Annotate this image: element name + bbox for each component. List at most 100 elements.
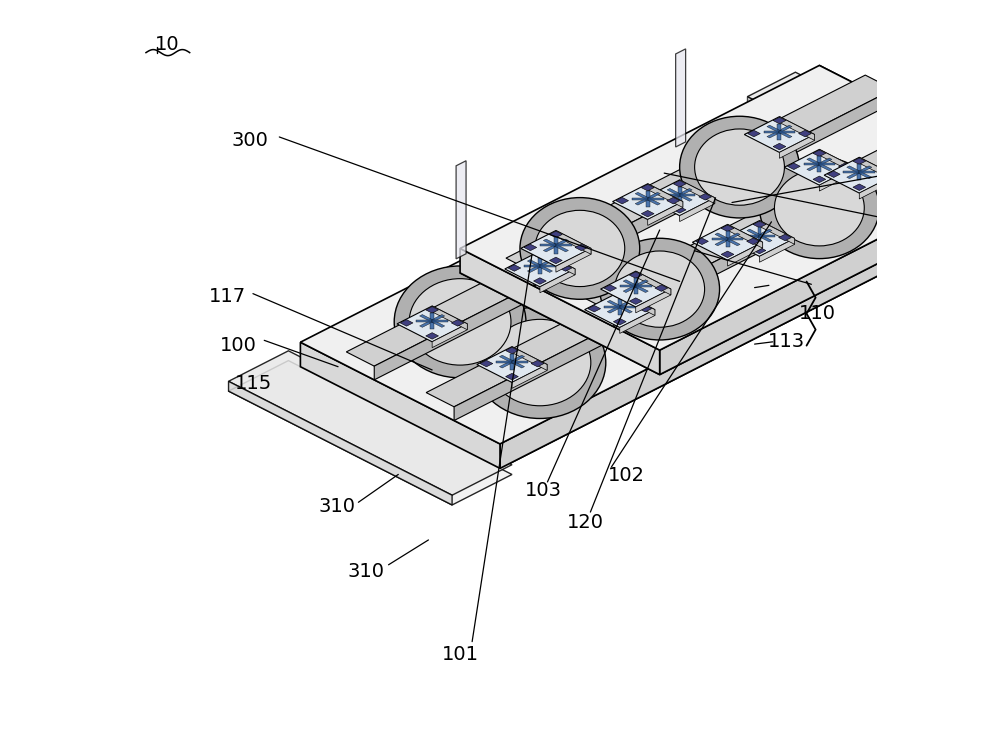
Polygon shape [539, 265, 552, 272]
Polygon shape [554, 245, 568, 252]
Polygon shape [799, 130, 811, 137]
Ellipse shape [774, 169, 864, 246]
Polygon shape [510, 361, 514, 370]
Polygon shape [818, 158, 832, 165]
Polygon shape [839, 163, 851, 169]
Polygon shape [758, 229, 772, 236]
Polygon shape [508, 265, 521, 271]
Polygon shape [678, 194, 692, 201]
Polygon shape [777, 123, 781, 132]
Text: 10: 10 [155, 36, 180, 54]
Polygon shape [779, 135, 815, 158]
Ellipse shape [654, 215, 785, 327]
Polygon shape [847, 166, 861, 173]
Polygon shape [676, 49, 686, 147]
Polygon shape [813, 176, 826, 183]
Polygon shape [767, 125, 781, 132]
Polygon shape [629, 272, 642, 278]
Polygon shape [759, 238, 795, 262]
Polygon shape [758, 235, 772, 242]
Polygon shape [554, 246, 558, 253]
Polygon shape [680, 194, 695, 196]
Polygon shape [753, 247, 766, 254]
Ellipse shape [615, 251, 705, 327]
Polygon shape [614, 130, 973, 327]
Polygon shape [847, 172, 861, 178]
Polygon shape [432, 324, 467, 348]
Polygon shape [784, 150, 854, 185]
Polygon shape [759, 234, 775, 237]
Polygon shape [648, 184, 683, 207]
Polygon shape [512, 347, 547, 370]
Ellipse shape [773, 113, 905, 225]
Polygon shape [618, 307, 622, 314]
Polygon shape [779, 131, 795, 132]
Polygon shape [451, 320, 464, 326]
Polygon shape [607, 306, 621, 313]
Polygon shape [613, 293, 626, 299]
Polygon shape [506, 347, 518, 354]
Polygon shape [416, 320, 432, 322]
Polygon shape [420, 321, 434, 327]
Polygon shape [843, 172, 859, 173]
Polygon shape [639, 305, 652, 312]
Polygon shape [748, 72, 1000, 231]
Polygon shape [480, 361, 493, 367]
Polygon shape [550, 231, 562, 237]
Polygon shape [817, 156, 821, 164]
Polygon shape [699, 194, 712, 200]
Polygon shape [721, 251, 734, 258]
Polygon shape [758, 228, 761, 236]
Polygon shape [540, 265, 556, 267]
Polygon shape [678, 195, 682, 203]
Polygon shape [588, 305, 601, 312]
Polygon shape [726, 240, 730, 247]
Ellipse shape [600, 238, 720, 340]
Polygon shape [499, 355, 513, 362]
Polygon shape [853, 158, 866, 165]
Ellipse shape [669, 228, 770, 314]
Polygon shape [620, 305, 636, 308]
Polygon shape [400, 320, 413, 326]
Polygon shape [692, 225, 763, 260]
Polygon shape [748, 130, 760, 137]
Polygon shape [499, 361, 513, 368]
Polygon shape [623, 280, 637, 287]
Polygon shape [512, 364, 547, 389]
Polygon shape [748, 97, 1000, 240]
Polygon shape [648, 194, 660, 200]
Polygon shape [721, 225, 734, 231]
Polygon shape [430, 321, 434, 329]
Polygon shape [648, 202, 683, 225]
Polygon shape [747, 229, 761, 236]
Polygon shape [853, 184, 866, 191]
Polygon shape [813, 150, 826, 156]
Polygon shape [726, 239, 740, 246]
Polygon shape [715, 233, 729, 240]
Polygon shape [556, 244, 572, 246]
Text: 102: 102 [608, 466, 645, 485]
Polygon shape [397, 306, 467, 342]
Polygon shape [374, 122, 853, 380]
Polygon shape [819, 167, 854, 191]
Polygon shape [655, 285, 668, 291]
Polygon shape [646, 192, 660, 200]
Polygon shape [620, 292, 655, 315]
Polygon shape [550, 257, 562, 264]
Polygon shape [538, 266, 542, 274]
Polygon shape [759, 221, 795, 244]
Polygon shape [426, 307, 439, 313]
Polygon shape [764, 131, 779, 132]
Polygon shape [531, 361, 544, 367]
Polygon shape [728, 234, 740, 240]
Polygon shape [636, 271, 671, 295]
Polygon shape [680, 198, 715, 222]
Polygon shape [539, 259, 552, 267]
Polygon shape [620, 310, 655, 333]
Polygon shape [540, 269, 575, 293]
Polygon shape [747, 238, 759, 245]
Polygon shape [728, 243, 763, 266]
Polygon shape [229, 361, 512, 505]
Polygon shape [636, 285, 652, 287]
Polygon shape [678, 187, 682, 195]
